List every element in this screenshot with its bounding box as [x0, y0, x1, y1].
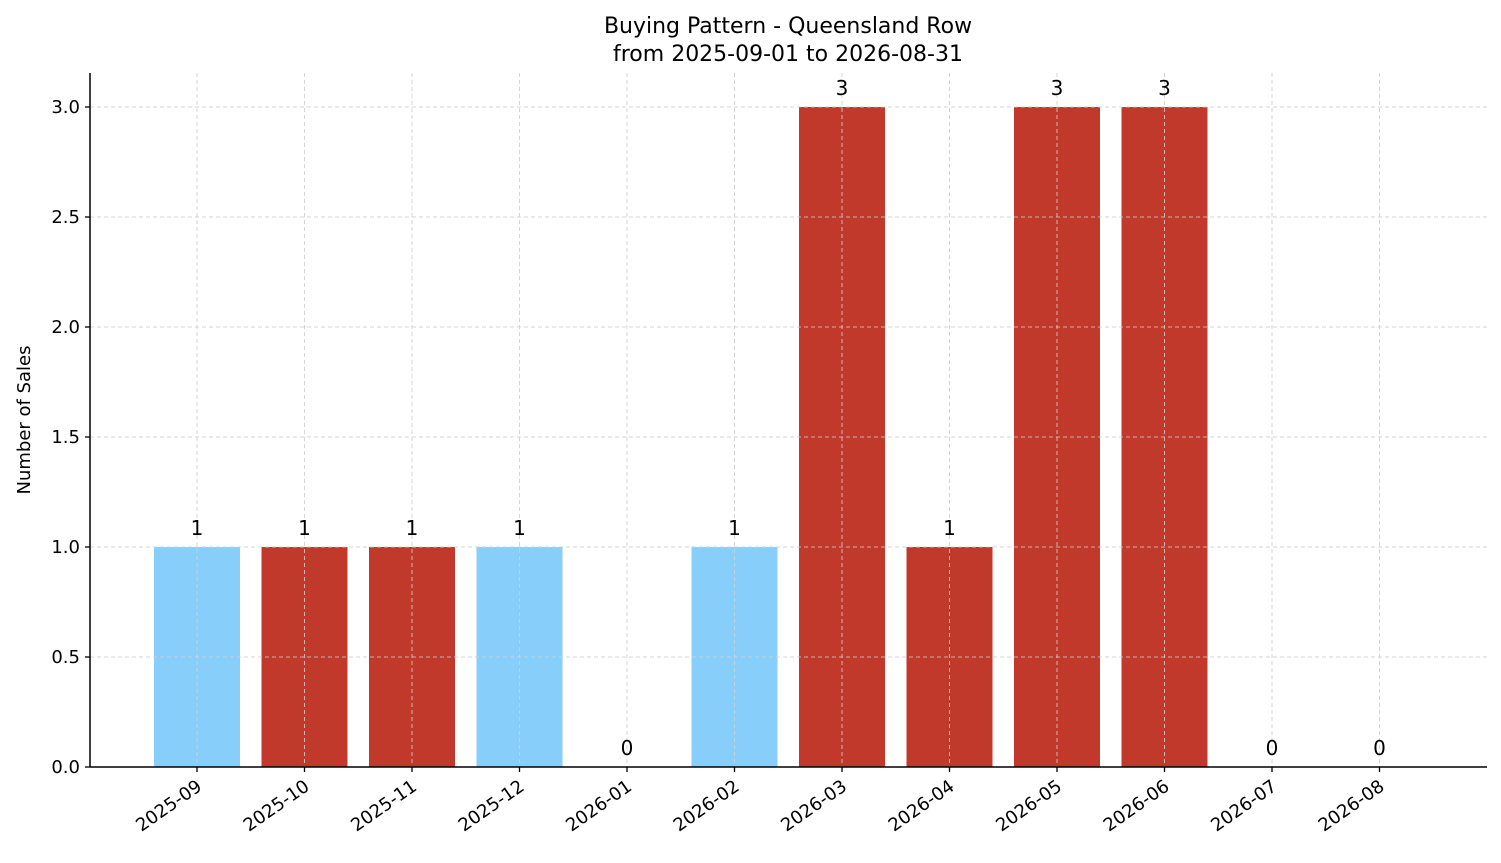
- y-tick-label: 0.0: [51, 757, 80, 778]
- bars: [90, 73, 1487, 768]
- y-tick-label: 0.5: [51, 647, 80, 668]
- x-tick-label: 2026-01: [562, 776, 636, 836]
- x-tick-label: 2025-09: [132, 776, 206, 836]
- x-tick-label: 2026-06: [1100, 776, 1174, 836]
- bar-value-label: 3: [836, 76, 849, 100]
- y-tick-label: 2.5: [51, 207, 80, 228]
- bar-value-label: 0: [1373, 736, 1386, 760]
- bar-value-label: 1: [406, 516, 419, 540]
- bar-value-label: 1: [513, 516, 526, 540]
- x-tick-label: 2026-07: [1207, 776, 1281, 836]
- bar-value-label: 1: [298, 516, 311, 540]
- y-tick-label: 1.5: [51, 427, 80, 448]
- bar-data-labels: 1 1 1 1 0 1 3 1 3 3 0 0: [191, 76, 1386, 760]
- x-tick-label: 2026-08: [1315, 776, 1389, 836]
- x-tick-label: 2025-11: [347, 776, 421, 836]
- y-tick-label: 3.0: [51, 97, 80, 118]
- bar-value-label: 1: [191, 516, 204, 540]
- y-tick-label: 1.0: [51, 537, 80, 558]
- x-tick-label: 2025-12: [455, 776, 529, 836]
- chart-subtitle: from 2025-09-01 to 2026-08-31: [613, 42, 963, 67]
- bar-value-label: 3: [1158, 76, 1171, 100]
- bar-value-label: 3: [1051, 76, 1064, 100]
- bar-value-label: 0: [1266, 736, 1279, 760]
- x-tick-label: 2026-05: [992, 776, 1066, 836]
- x-tick-label: 2026-04: [885, 776, 959, 836]
- x-tick-label: 2026-02: [670, 776, 744, 836]
- x-tick-label: 2025-10: [240, 776, 314, 836]
- bar-value-label: 1: [943, 516, 956, 540]
- axes: [85, 73, 1487, 772]
- x-tick-label: 2026-03: [777, 776, 851, 836]
- y-axis-label: Number of Sales: [14, 345, 35, 494]
- bar-value-label: 1: [728, 516, 741, 540]
- chart-title: Buying Pattern - Queensland Row: [604, 14, 972, 39]
- y-tick-label: 2.0: [51, 317, 80, 338]
- bar-value-label: 0: [621, 736, 634, 760]
